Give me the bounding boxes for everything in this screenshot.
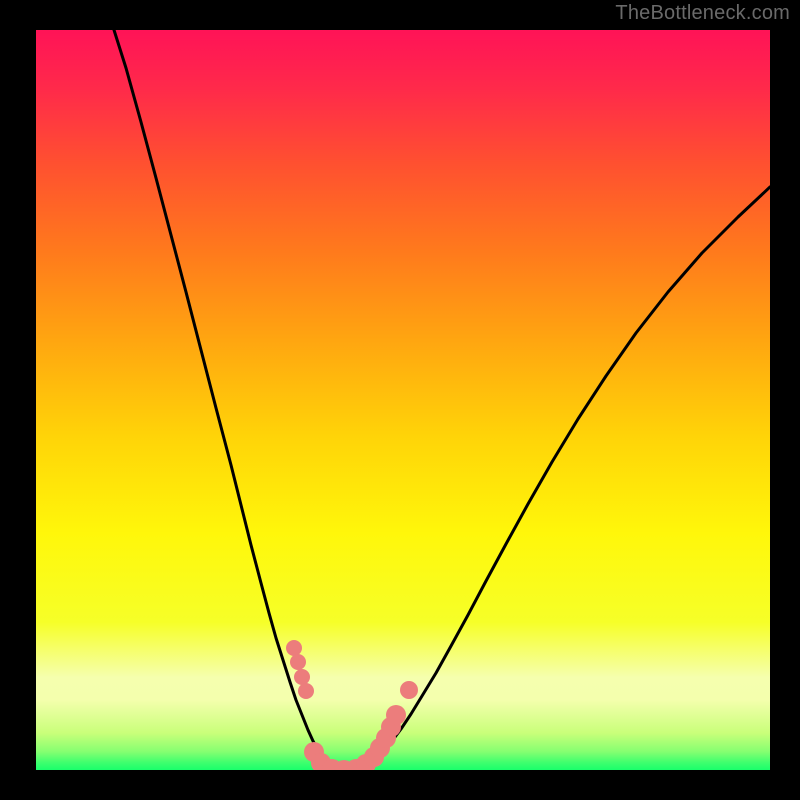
data-marker — [400, 681, 418, 699]
data-marker — [294, 669, 310, 685]
data-marker — [386, 705, 406, 725]
data-marker — [290, 654, 306, 670]
plot-area — [36, 30, 770, 770]
chart-svg — [36, 30, 770, 770]
data-marker — [298, 683, 314, 699]
chart-frame: TheBottleneck.com — [0, 0, 800, 800]
watermark-text: TheBottleneck.com — [615, 2, 790, 25]
data-marker — [286, 640, 302, 656]
